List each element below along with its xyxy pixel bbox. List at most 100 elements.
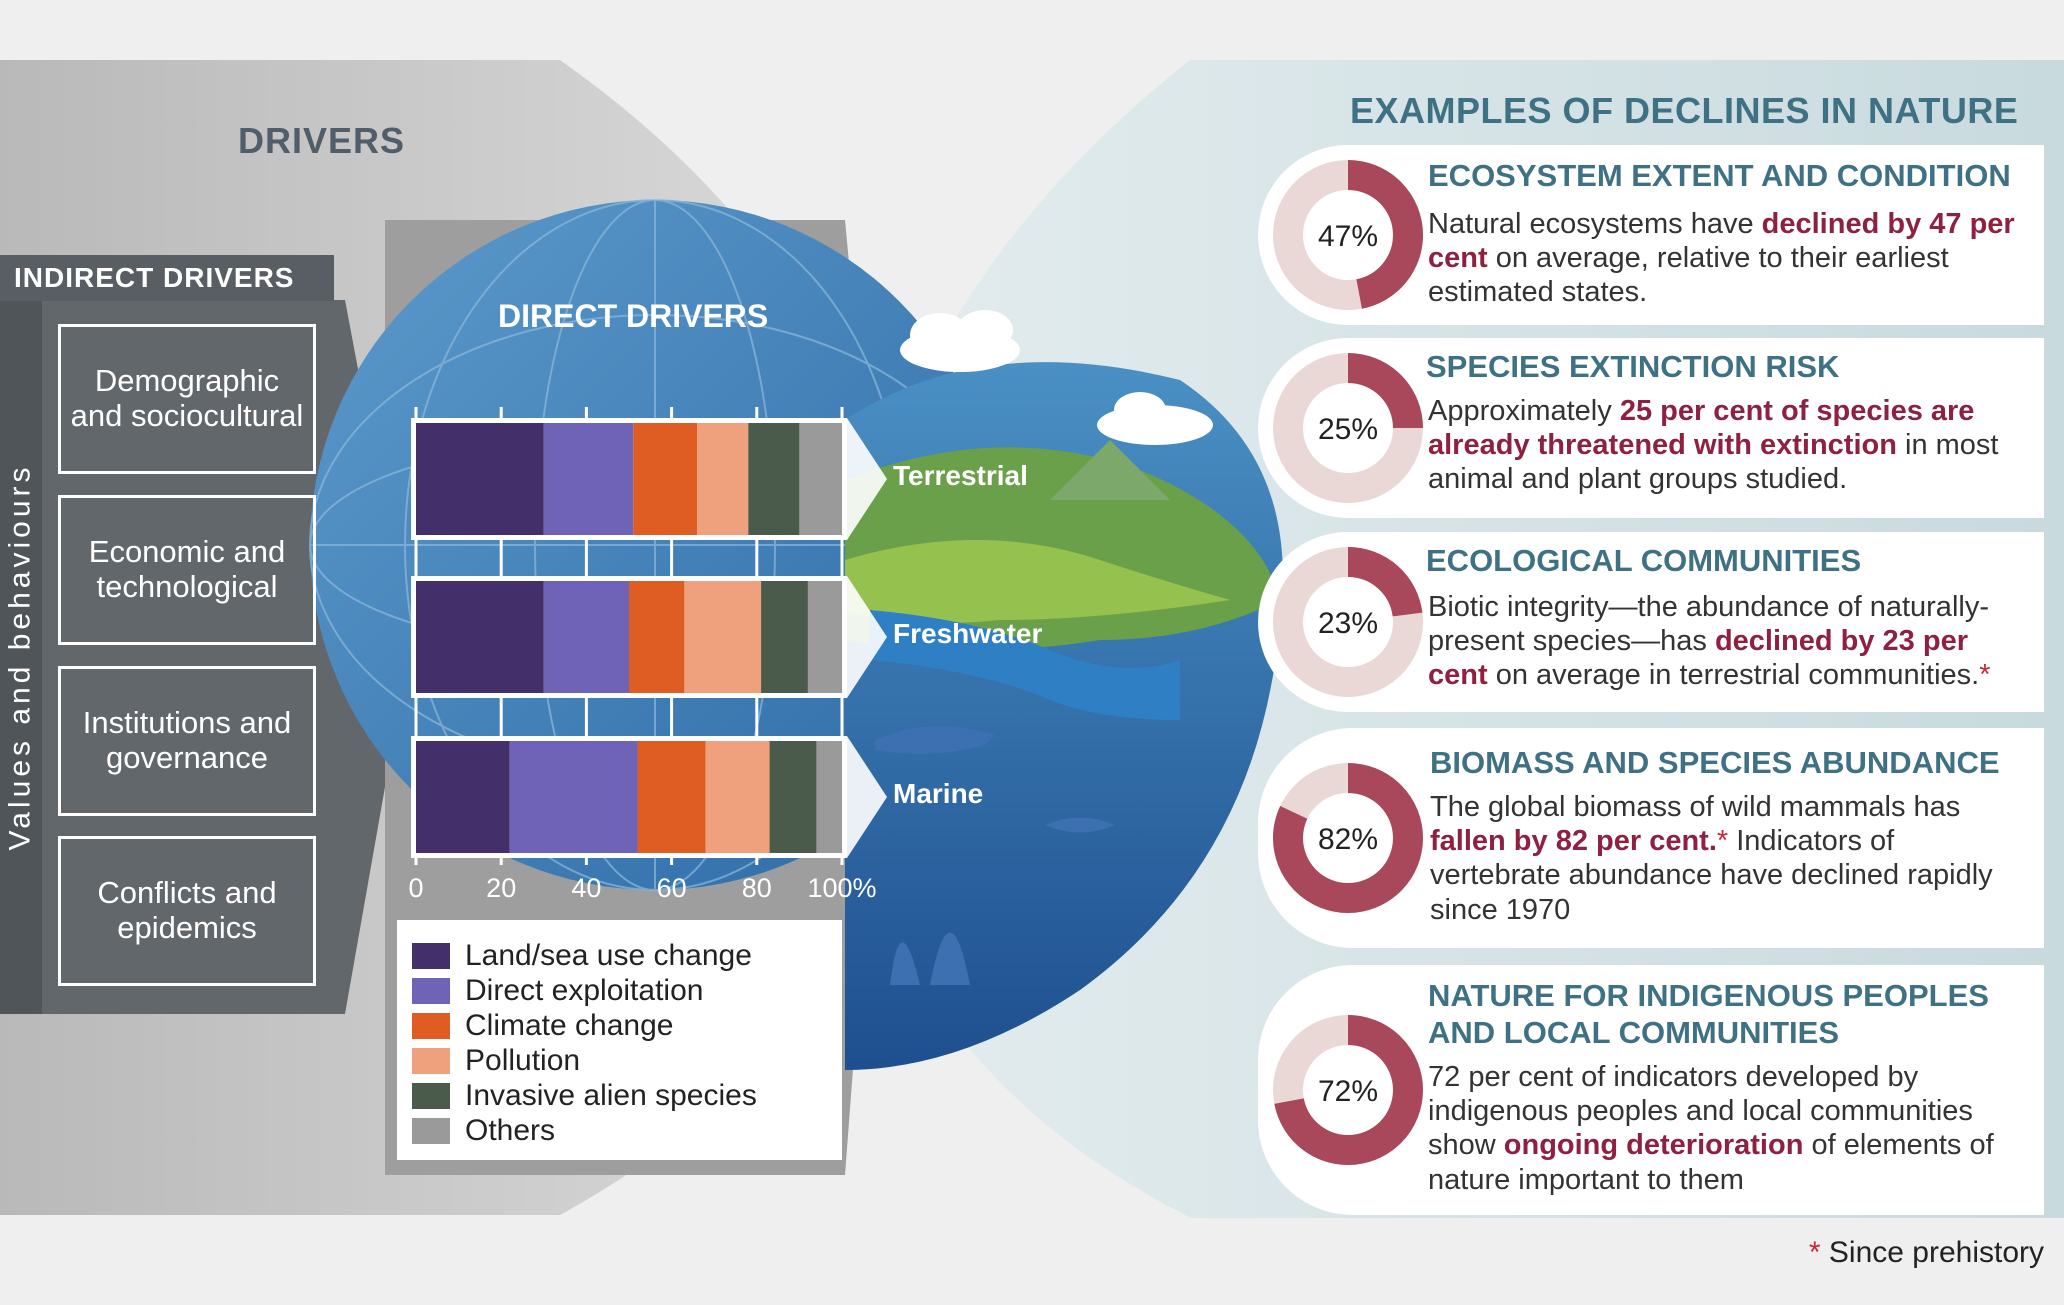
highlight-text: 25 per cent of species are already threa… bbox=[1428, 395, 1975, 462]
indirect-driver-conflicts: Conflicts and epidemics bbox=[58, 836, 316, 986]
bar-segment bbox=[629, 581, 685, 693]
donut-arc bbox=[1273, 1015, 1423, 1165]
clouds bbox=[900, 310, 1213, 445]
card-text: The global biomass of wild mammals has f… bbox=[1430, 790, 2030, 927]
card-biomass: 82% BIOMASS AND SPECIES ABUNDANCE The gl… bbox=[1258, 728, 2044, 948]
bar-pointer bbox=[847, 418, 887, 540]
bar-segment bbox=[816, 741, 842, 853]
bar-segment bbox=[807, 581, 842, 693]
drivers-title: DRIVERS bbox=[238, 120, 406, 161]
indirect-panel bbox=[0, 300, 410, 1014]
examples-title: EXAMPLES OF DECLINES IN NATURE bbox=[1350, 90, 2019, 131]
bar-segment bbox=[799, 423, 842, 535]
bar-pointer bbox=[847, 736, 887, 858]
bar-segment bbox=[543, 423, 634, 535]
text-run: Indicators of vertebrate abundance have … bbox=[1430, 825, 1993, 926]
values-strip bbox=[0, 300, 42, 1014]
donut-percent: 47% bbox=[1318, 220, 1378, 253]
text-run: Approximately bbox=[1428, 395, 1620, 427]
values-behaviours-label: Values and behaviours bbox=[3, 463, 36, 851]
x-tick-label: 40 bbox=[571, 873, 601, 903]
chart-legend: Land/sea use change Direct exploitation … bbox=[397, 920, 842, 1160]
legend-item: Pollution bbox=[412, 1043, 842, 1078]
direct-drivers-chart: 0 20 40 60 80 100% bbox=[408, 407, 887, 903]
donut-percent: 82% bbox=[1318, 823, 1378, 856]
text-run: The global biomass of wild mammals has bbox=[1430, 791, 1961, 823]
legend-swatch bbox=[412, 1047, 450, 1074]
bar-segment bbox=[416, 581, 544, 693]
legend-item: Direct exploitation bbox=[412, 973, 842, 1008]
highlight-text: declined by 23 per cent bbox=[1428, 625, 1968, 692]
donut-chart: 47% bbox=[1273, 160, 1423, 310]
donut-percent: 72% bbox=[1318, 1075, 1378, 1108]
text-run: * bbox=[1716, 825, 1729, 858]
bar-segment bbox=[769, 741, 817, 853]
card-title: ECOLOGICAL COMMUNITIES bbox=[1426, 543, 1862, 578]
fields bbox=[845, 540, 1230, 624]
card-indigenous-peoples: 72% NATURE FOR INDIGENOUS PEOPLES AND LO… bbox=[1258, 965, 2044, 1215]
legend-item: Climate change bbox=[412, 1008, 842, 1043]
donut-arc bbox=[1273, 763, 1423, 913]
donut-percent: 23% bbox=[1318, 607, 1378, 640]
indirect-driver-economic: Economic and technological bbox=[58, 495, 316, 645]
card-title: NATURE FOR INDIGENOUS PEOPLES AND LOCAL … bbox=[1428, 978, 1989, 1051]
indirect-driver-demographic: Demographic and sociocultural bbox=[58, 324, 316, 474]
donut-chart: 23% bbox=[1273, 547, 1423, 697]
donut-arc bbox=[1273, 160, 1423, 310]
bar-segment bbox=[748, 423, 800, 535]
legend-swatch bbox=[412, 1082, 450, 1109]
text-run: Biotic integrity—the abundance of natura… bbox=[1428, 591, 1989, 658]
donut-percent: 25% bbox=[1318, 413, 1378, 446]
bar-segment bbox=[705, 741, 770, 853]
footnote: * Since prehistory bbox=[1808, 1236, 2044, 1269]
card-text: Approximately 25 per cent of species are… bbox=[1428, 394, 2038, 497]
text-run: in most animal and plant groups studied. bbox=[1428, 429, 1999, 496]
bar-segment bbox=[684, 581, 762, 693]
region-label-freshwater: Freshwater bbox=[893, 618, 1043, 649]
highlight-text: declined by 47 per cent bbox=[1428, 208, 2015, 275]
legend-swatch bbox=[412, 942, 450, 969]
legend-item: Others bbox=[412, 1113, 842, 1148]
donut-chart: 25% bbox=[1273, 353, 1423, 503]
card-text: Natural ecosystems have declined by 47 p… bbox=[1428, 207, 2038, 310]
marine-life bbox=[875, 726, 1115, 985]
text-run: of elements of nature important to them bbox=[1428, 1129, 1994, 1196]
bar-segment bbox=[416, 423, 544, 535]
x-tick-label: 20 bbox=[486, 873, 516, 903]
bar-segment bbox=[543, 581, 629, 693]
donut-chart: 72% bbox=[1273, 1015, 1423, 1165]
bar-segment bbox=[697, 423, 749, 535]
river bbox=[870, 610, 1180, 720]
bar-segment bbox=[633, 423, 698, 535]
bar-segment bbox=[761, 581, 808, 693]
card-extinction-risk: 25% SPECIES EXTINCTION RISK Approximatel… bbox=[1258, 338, 2044, 518]
bar-segment bbox=[416, 741, 510, 853]
x-tick-label: 60 bbox=[657, 873, 687, 903]
text-run: on average in terrestrial communities. bbox=[1487, 659, 1980, 692]
card-title: ECOSYSTEM EXTENT AND CONDITION bbox=[1428, 158, 2011, 193]
legend-swatch bbox=[412, 1117, 450, 1144]
donut-chart: 82% bbox=[1273, 763, 1423, 913]
indirect-drivers-header: INDIRECT DRIVERS bbox=[0, 255, 334, 301]
region-label-terrestrial: Terrestrial bbox=[893, 460, 1028, 491]
legend-item: Invasive alien species bbox=[412, 1078, 842, 1113]
x-tick-label: 80 bbox=[742, 873, 772, 903]
card-ecosystem: 47% ECOSYSTEM EXTENT AND CONDITION Natur… bbox=[1258, 145, 2044, 325]
x-tick-label: 100% bbox=[807, 873, 876, 903]
legend-item: Land/sea use change bbox=[412, 938, 842, 973]
bar-segment bbox=[509, 741, 638, 853]
x-tick-label: 0 bbox=[408, 873, 423, 903]
donut-arc bbox=[1273, 547, 1423, 697]
bar-pointer bbox=[847, 576, 887, 698]
card-ecological-communities: 23% ECOLOGICAL COMMUNITIES Biotic integr… bbox=[1258, 532, 2044, 712]
legend-swatch bbox=[412, 977, 450, 1004]
card-title: SPECIES EXTINCTION RISK bbox=[1426, 349, 1840, 384]
indirect-driver-institutions: Institutions and governance bbox=[58, 666, 316, 816]
bar-segment bbox=[637, 741, 706, 853]
highlight-text: ongoing deterioration bbox=[1503, 1129, 1804, 1162]
card-title: BIOMASS AND SPECIES ABUNDANCE bbox=[1430, 745, 2000, 780]
donut-arc bbox=[1273, 353, 1423, 503]
legend-swatch bbox=[412, 1012, 450, 1039]
card-text: 72 per cent of indicators developed by i… bbox=[1428, 1060, 2028, 1197]
hill bbox=[1050, 440, 1170, 500]
